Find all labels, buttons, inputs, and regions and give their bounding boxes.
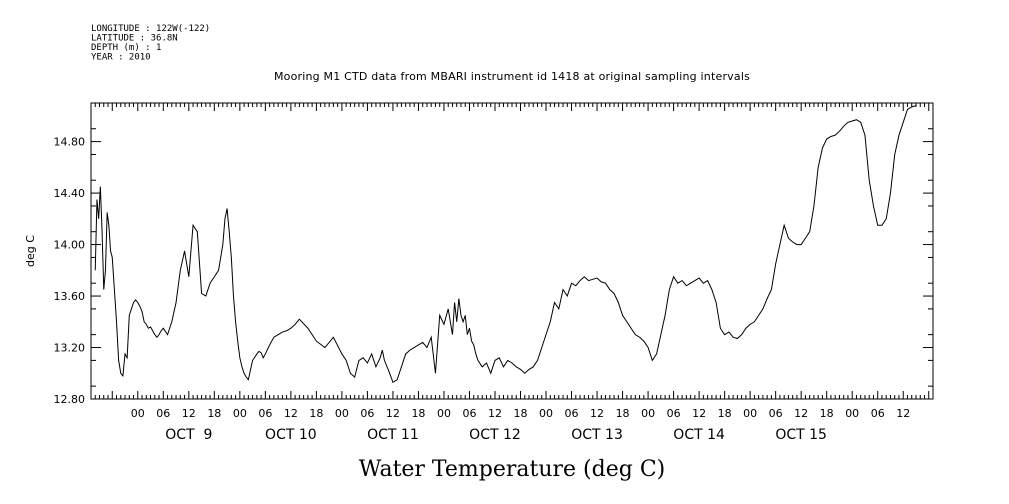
x-tick-label: 06 (565, 407, 579, 420)
x-axis-title: Water Temperature (deg C) (359, 457, 666, 482)
day-label: OCT 11 (367, 427, 419, 443)
plot-frame (90, 102, 934, 400)
x-tick-label: 06 (871, 407, 885, 420)
x-tick-label: 12 (284, 407, 298, 420)
x-tick-label: 18 (616, 407, 630, 420)
x-tick-label: 18 (514, 407, 528, 420)
x-tick-label: 00 (743, 407, 757, 420)
x-tick-label: 06 (360, 407, 374, 420)
meta-line: LONGITUDE : 122W(-122) (91, 24, 210, 34)
x-tick-label: 12 (590, 407, 604, 420)
x-tick-label: 06 (769, 407, 783, 420)
y-tick-label: 14.80 (54, 136, 86, 149)
x-tick-label: 18 (411, 407, 425, 420)
x-axis: 00 06 12 18 00 06 12 18 00 06 12 18 00 06 12 18 00 06 12 18… (90, 103, 934, 420)
y-tick-label: 13.20 (54, 342, 86, 355)
x-tick-label: 06 (156, 407, 170, 420)
x-tick-label: 00 (539, 407, 553, 420)
meta-line: YEAR : 2010 (91, 53, 151, 63)
x-tick-label: 18 (718, 407, 732, 420)
x-tick-label: 00 (335, 407, 349, 420)
chart-title: Mooring M1 CTD data from MBARI instrumen… (274, 70, 750, 83)
x-tick-label: 00 (131, 407, 145, 420)
x-tick-label: 12 (896, 407, 910, 420)
day-label: OCT 13 (571, 427, 623, 443)
y-axis-label: deg C (24, 235, 37, 267)
meta-line: DEPTH (m) : 1 (91, 43, 161, 53)
x-tick-label: 12 (182, 407, 196, 420)
day-label: OCT 9 (165, 427, 212, 443)
x-tick-label: 06 (462, 407, 476, 420)
y-tick-label: 12.80 (54, 393, 86, 406)
x-tick-label: 12 (692, 407, 706, 420)
x-tick-label: 00 (845, 407, 859, 420)
y-tick-label: 14.40 (54, 187, 86, 200)
x-tick-label: 18 (820, 407, 834, 420)
x-tick-label: 06 (667, 407, 681, 420)
y-tick-label: 13.60 (54, 290, 86, 303)
x-tick-label: 00 (641, 407, 655, 420)
y-axis: 12.80 13.20 13.60 14.00 14.40 14.80 (54, 128, 933, 406)
chart-metadata: LONGITUDE : 122W(-122)LATITUDE : 36.8NDE… (91, 24, 210, 63)
series-line-water-temperature (94, 105, 917, 384)
day-label: OCT 14 (673, 427, 725, 443)
y-tick-label: 14.00 (54, 239, 86, 252)
x-tick-label: 18 (309, 407, 323, 420)
x-tick-label: 18 (207, 407, 221, 420)
x-tick-label: 12 (488, 407, 502, 420)
day-label: OCT 10 (265, 427, 317, 443)
meta-line: LATITUDE : 36.8N (91, 34, 178, 44)
x-tick-label: 12 (386, 407, 400, 420)
day-label: OCT 15 (775, 427, 827, 443)
day-labels: OCT 9 OCT 10 OCT 11 OCT 12 OCT 13 OCT 14 OCT 1… (165, 427, 827, 443)
x-tick-label: 00 (437, 407, 451, 420)
x-tick-label: 06 (258, 407, 272, 420)
x-tick-label: 00 (233, 407, 247, 420)
day-label: OCT 12 (469, 427, 521, 443)
x-tick-label: 12 (794, 407, 808, 420)
